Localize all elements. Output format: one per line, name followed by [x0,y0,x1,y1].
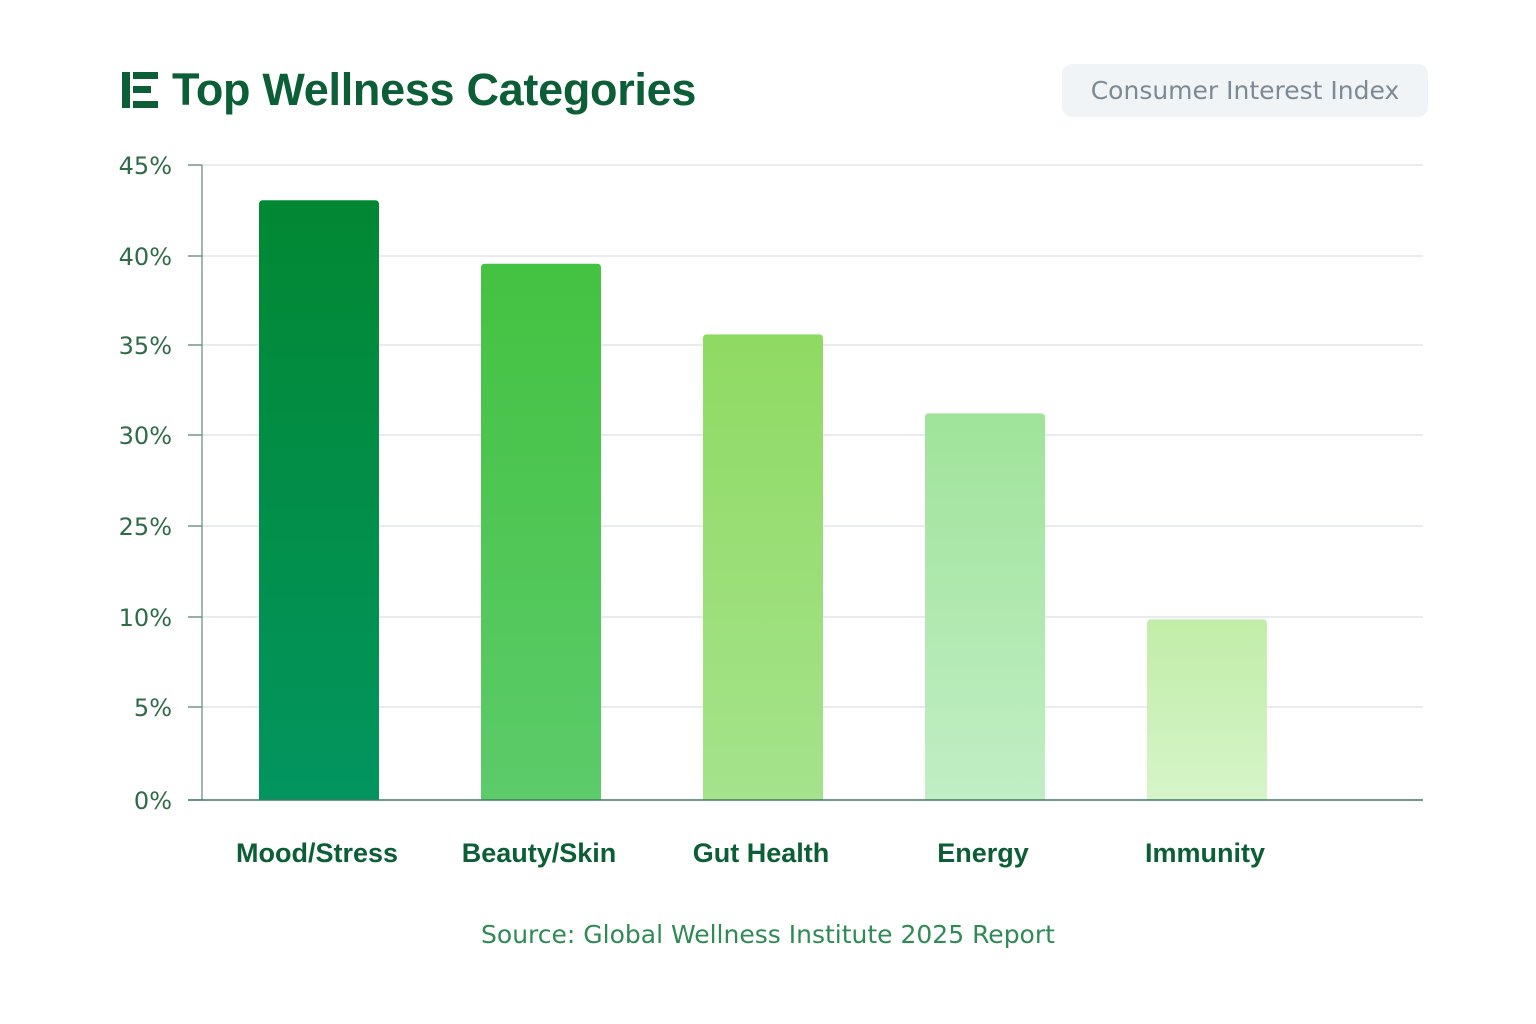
bar-beauty-skin [481,263,601,800]
y-tick-label: 45% [119,152,172,180]
x-category-label: Beauty/Skin [462,838,617,868]
bar-energy [925,413,1045,800]
bar-chart-icon [122,72,158,108]
chart-subtitle-badge: Consumer Interest Index [1062,64,1428,117]
bar-chart: 0% 5% 10% 25% 30% 35% 40% 45% Mood/Stress Beauty… [119,152,1423,868]
y-tick-labels: 0% 5% 10% 25% 30% 35% 40% 45% [119,152,172,815]
y-tick-label: 40% [119,243,172,271]
y-tick-label: 35% [119,332,172,360]
y-tick-label: 25% [119,513,172,541]
y-tick-label: 0% [134,787,172,815]
y-tick-label: 10% [119,604,172,632]
bar-gut-health [703,334,823,800]
x-category-label: Immunity [1145,838,1265,868]
x-category-label: Energy [937,838,1029,868]
bar-mood-stress [259,200,379,800]
bar-immunity [1147,619,1267,800]
source-note: Source: Global Wellness Institute 2025 R… [481,920,1055,949]
chart-title: Top Wellness Categories [172,64,697,115]
category-labels: Mood/Stress Beauty/Skin Gut Health Energy Im… [236,838,1265,868]
y-tick-label: 5% [134,694,172,722]
bars [259,200,1267,800]
x-category-label: Gut Health [693,838,830,868]
axes [188,164,1423,801]
x-category-label: Mood/Stress [236,838,398,868]
y-tick-label: 30% [119,422,172,450]
